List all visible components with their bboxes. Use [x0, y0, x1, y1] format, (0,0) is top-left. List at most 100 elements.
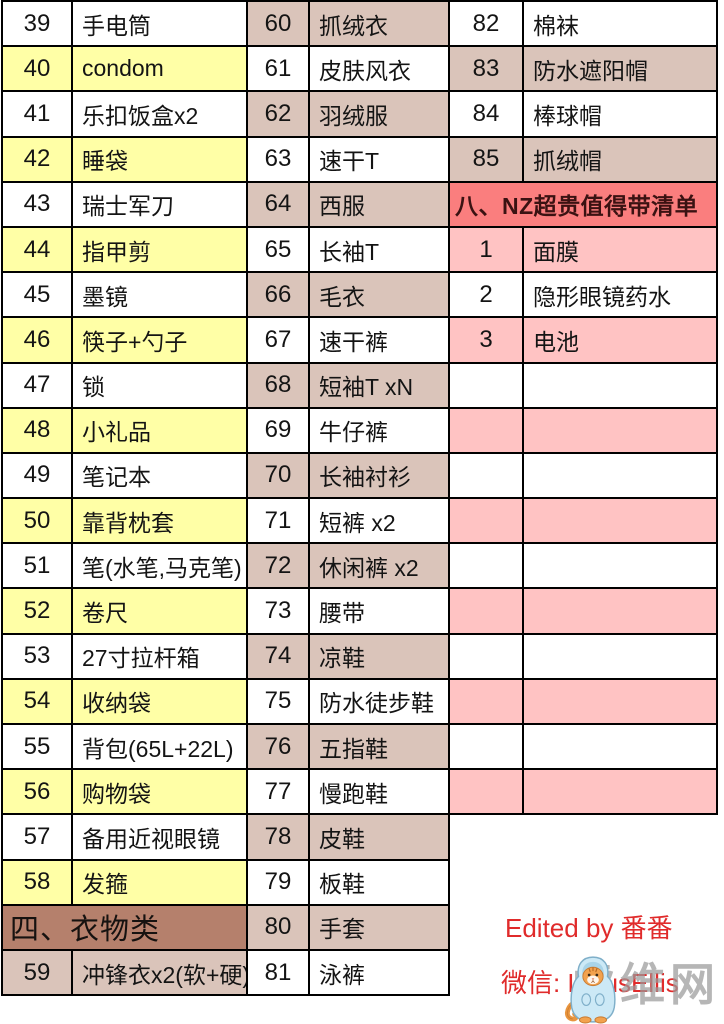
row-item-cell: 指甲剪 [82, 238, 151, 265]
row-item-cell: 短袖T xN [319, 374, 414, 401]
row-number-cell: 48 [3, 408, 73, 452]
table-row [450, 634, 716, 680]
table-row [450, 725, 716, 771]
row-item-cell: 毛衣 [319, 283, 365, 310]
row-item-cell: 备用近视眼镜 [82, 825, 220, 852]
row-number-cell [450, 634, 524, 678]
table-row: 八、NZ超贵值得带清单 [450, 182, 716, 228]
table-row: 85 抓绒帽 [450, 137, 716, 183]
row-number-cell: 53 [3, 634, 73, 678]
row-number-cell: 45 [3, 273, 73, 317]
row-item-cell: 墨镜 [82, 283, 128, 310]
row-item-cell [524, 725, 716, 768]
row-number-cell: 63 [248, 137, 310, 181]
row-item-cell: 泳裤 [319, 961, 365, 988]
table-row: 77 慢跑鞋 [248, 770, 448, 816]
row-item-cell: 收纳袋 [82, 690, 151, 717]
table-row: 2 隐形眼镜药水 [450, 273, 716, 319]
row-number-cell: 76 [248, 725, 310, 769]
table-row: 55 背包(65L+22L) [3, 725, 246, 771]
table-row: 51 笔(水笔,马克笔) [3, 544, 246, 590]
table-row: 81 泳裤 [248, 950, 448, 995]
row-item-cell [524, 454, 716, 497]
row-item-cell: 长袖T [319, 238, 380, 265]
table-row: 50 靠背枕套 [3, 499, 246, 545]
table-row: 40 condom [3, 47, 246, 93]
row-item-cell: condom [82, 55, 164, 82]
row-number-cell: 70 [248, 453, 310, 498]
table-row: 49 笔记本 [3, 453, 246, 500]
row-item-cell [524, 364, 716, 407]
row-item-cell: 27寸拉杆箱 [82, 645, 200, 672]
row-item-cell: 小礼品 [82, 419, 151, 446]
row-number-cell: 56 [3, 770, 73, 814]
row-item-cell: 牛仔裤 [319, 419, 388, 446]
table-row [450, 453, 716, 500]
row-number-cell: 50 [3, 499, 73, 543]
table-row: 62 羽绒服 [248, 92, 448, 138]
table-row: 53 27寸拉杆箱 [3, 634, 246, 680]
row-item-cell: 筷子+勺子 [82, 328, 188, 355]
row-number-cell: 84 [450, 92, 524, 136]
table-row: 74 凉鞋 [248, 634, 448, 680]
table-row: 44 指甲剪 [3, 227, 246, 274]
row-number-cell [450, 725, 524, 769]
table-row: 47 锁 [3, 363, 246, 409]
row-number-cell: 77 [248, 770, 310, 814]
table-row [450, 499, 716, 545]
table-row: 48 小礼品 [3, 408, 246, 454]
row-number-cell: 41 [3, 92, 73, 136]
edited-by-text: Edited by 番番 [505, 913, 673, 943]
row-number-cell: 58 [3, 860, 73, 904]
row-number-cell: 51 [3, 544, 73, 588]
row-item-cell: 笔记本 [82, 464, 151, 491]
row-item-cell: 购物袋 [82, 780, 151, 807]
row-number-cell: 44 [3, 227, 73, 272]
row-number-cell: 72 [248, 544, 310, 588]
table-row: 66 毛衣 [248, 273, 448, 319]
table-row: 1 面膜 [450, 227, 716, 274]
table-row: 46 筷子+勺子 [3, 318, 246, 364]
row-item-cell: 腰带 [319, 600, 365, 627]
row-number-cell: 73 [248, 589, 310, 633]
table-row: 70 长袖衬衫 [248, 453, 448, 500]
row-number-cell [450, 499, 524, 543]
table-row: 65 长袖T [248, 227, 448, 274]
row-number-cell: 57 [3, 815, 73, 859]
row-number-cell [450, 770, 524, 814]
table-row: 43 瑞士军刀 [3, 182, 246, 228]
row-item-cell: 短裤 x2 [319, 509, 396, 536]
row-item-cell: 羽绒服 [319, 102, 388, 129]
table-row: 56 购物袋 [3, 770, 246, 816]
table-row: 67 速干裤 [248, 318, 448, 364]
row-item-cell: 板鞋 [319, 871, 365, 898]
row-item-cell: 卷尺 [82, 600, 128, 627]
row-number-cell: 3 [450, 318, 524, 362]
table-row: 58 发箍 [3, 860, 246, 906]
table-row [450, 544, 716, 590]
table-row: 64 西服 [248, 182, 448, 228]
table-row: 57 备用近视眼镜 [3, 815, 246, 861]
table-row: 39 手电筒 [3, 2, 246, 48]
row-number-cell [450, 408, 524, 452]
table-row: 82 棉袜 [450, 2, 716, 48]
table-nz-expensive-items: 82 棉袜 83 防水遮阳帽 84 棒球帽 85 抓绒帽 八、NZ超贵值得带清单… [448, 0, 718, 816]
row-item-cell: 锁 [82, 374, 105, 401]
table-row: 75 防水徒步鞋 [248, 679, 448, 725]
row-number-cell: 61 [248, 47, 310, 91]
row-number-cell: 79 [248, 860, 310, 904]
row-item-cell: 速干T [319, 148, 380, 175]
row-number-cell: 62 [248, 92, 310, 136]
row-number-cell: 1 [450, 227, 524, 272]
row-item-cell: 笔(水笔,马克笔) [82, 554, 242, 581]
section-header-cell: 八、NZ超贵值得带清单 [455, 193, 699, 220]
table-row: 52 卷尺 [3, 589, 246, 635]
row-item-cell: 长袖衬衫 [319, 464, 411, 491]
row-item-cell: 背包(65L+22L) [82, 735, 234, 762]
row-number-cell: 46 [3, 318, 73, 362]
row-number-cell: 59 [3, 950, 73, 995]
row-number-cell: 65 [248, 227, 310, 272]
table-row: 四、衣物类 [3, 905, 246, 951]
table-row: 3 电池 [450, 318, 716, 364]
